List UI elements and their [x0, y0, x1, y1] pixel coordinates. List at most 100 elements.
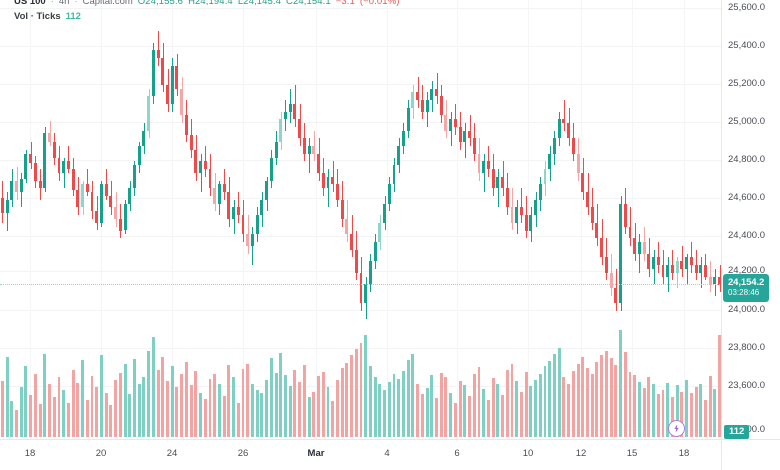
- candle-body: [288, 103, 292, 112]
- candle-body: [57, 157, 61, 173]
- gridline-h-1: [0, 46, 722, 47]
- candle-body: [350, 234, 354, 250]
- volume-bar: [439, 372, 443, 437]
- candle-body: [269, 157, 273, 181]
- candle-body: [453, 119, 457, 127]
- candle-body: [458, 126, 462, 143]
- candle-wick: [252, 226, 253, 266]
- volume-bar: [373, 377, 377, 437]
- volume-bar: [670, 397, 674, 437]
- candle-body: [85, 184, 89, 193]
- time-tick-label: 24: [166, 448, 178, 459]
- volume-bar: [217, 384, 221, 437]
- volume-bar: [213, 373, 217, 437]
- volume-bar: [232, 377, 236, 437]
- candlestick-series: [0, 31, 722, 319]
- volume-bar: [302, 365, 306, 437]
- volume-bar: [57, 377, 61, 437]
- price-tick-label: 24,400.0: [728, 230, 765, 241]
- volume-bar: [128, 394, 132, 437]
- gridline-h-2: [0, 84, 722, 85]
- volume-bar: [147, 350, 151, 437]
- candle-body: [435, 88, 438, 97]
- candle-body: [505, 188, 509, 208]
- candle-body: [656, 257, 660, 266]
- volume-bar: [0, 380, 4, 437]
- volume-bar: [76, 382, 80, 437]
- candle-body: [331, 176, 335, 185]
- volume-bar: [567, 383, 571, 437]
- candle-body: [439, 96, 443, 116]
- volume-bar: [90, 376, 94, 437]
- volume-bar: [180, 374, 184, 437]
- price-axis[interactable]: 25,600.0 25,400.0 25,200.0 25,000.0 24,800.0…: [721, 0, 780, 440]
- volume-bar: [543, 366, 547, 437]
- gridline-h-0: [0, 8, 722, 9]
- volume-bar: [255, 389, 259, 437]
- candle-body: [246, 234, 250, 246]
- candle-body: [24, 153, 28, 179]
- volume-bar: [449, 392, 453, 437]
- candle-body: [529, 215, 533, 231]
- volume-bar: [501, 395, 505, 437]
- volume-bar: [392, 373, 396, 437]
- candle-body: [524, 215, 528, 231]
- volume-bar: [189, 385, 193, 437]
- volume-bar: [642, 388, 646, 437]
- volume-bar: [699, 384, 703, 437]
- current-price-tag[interactable]: 24,154.2 03:28:46: [724, 275, 769, 301]
- volume-bar: [590, 374, 594, 437]
- volume-bar: [718, 335, 722, 437]
- volume-bar: [496, 384, 500, 437]
- candle-body: [76, 190, 80, 208]
- volume-bar: [675, 385, 679, 437]
- candle-body: [449, 119, 453, 131]
- candle-body: [368, 261, 372, 285]
- volume-bar: [156, 369, 160, 437]
- candle-body: [222, 184, 226, 193]
- volume-bar: [331, 400, 335, 437]
- volume-bar: [553, 354, 556, 437]
- candle-wick: [68, 146, 69, 173]
- volume-value-tag: 112: [724, 425, 750, 439]
- candle-body: [600, 238, 604, 258]
- candle-wick: [484, 153, 485, 193]
- volume-bar: [66, 402, 70, 437]
- candle-wick: [521, 188, 522, 223]
- volume-bar: [378, 384, 382, 437]
- candle-body: [468, 130, 471, 139]
- candle-body: [604, 257, 608, 273]
- gridline-h-4: [0, 160, 722, 161]
- time-tick-label: 20: [95, 448, 107, 459]
- candle-body: [553, 138, 556, 154]
- gridline-v-5: [387, 0, 388, 440]
- volume-bar: [661, 389, 665, 437]
- candle-body: [274, 142, 278, 158]
- chart-plot-area[interactable]: [0, 0, 722, 440]
- volume-bar: [33, 373, 37, 437]
- volume-bar: [38, 404, 42, 437]
- candle-wick: [64, 157, 65, 189]
- candle-body: [515, 207, 519, 223]
- time-axis[interactable]: 18202426Mar461012151820: [0, 439, 780, 470]
- candle-body: [519, 207, 523, 216]
- candle-body: [628, 226, 632, 239]
- volume-bar: [43, 353, 47, 437]
- candle-body: [590, 207, 594, 223]
- volume-bar: [345, 362, 349, 437]
- lightning-icon[interactable]: [668, 420, 685, 437]
- volume-bar: [5, 357, 9, 437]
- volume-bar: [463, 385, 467, 437]
- candle-body: [402, 130, 405, 147]
- volume-bar: [524, 371, 528, 437]
- candle-wick: [201, 153, 202, 193]
- candle-body: [312, 146, 316, 154]
- time-tick-label: 18: [678, 448, 690, 459]
- price-tick-label: 24,000.0: [728, 304, 765, 315]
- candle-body: [661, 265, 665, 277]
- time-tick-label: 6: [454, 448, 460, 459]
- candle-body: [109, 195, 113, 208]
- volume-bar: [666, 382, 670, 437]
- candle-body: [118, 219, 122, 231]
- candle-body: [33, 163, 37, 181]
